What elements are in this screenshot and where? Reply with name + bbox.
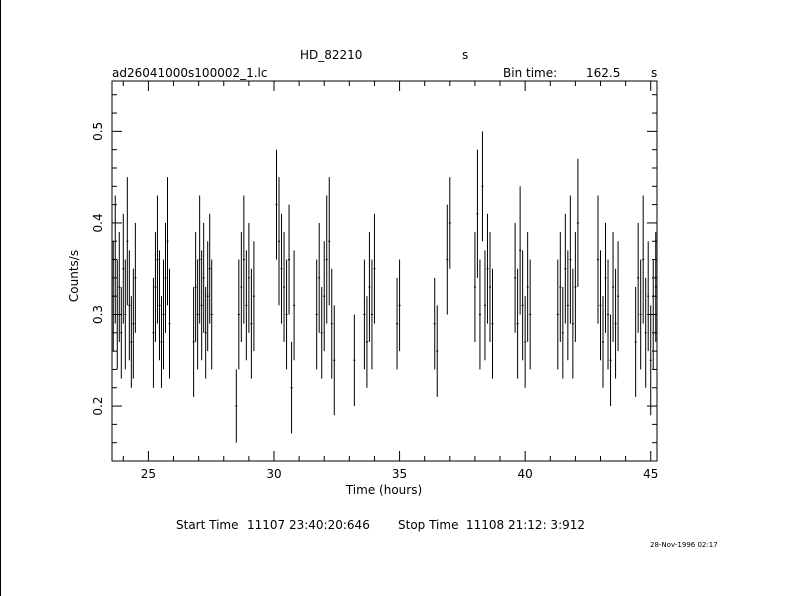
- x-tick-label: 45: [643, 467, 658, 481]
- x-tick-label: 35: [392, 467, 407, 481]
- x-tick-label: 30: [266, 467, 281, 481]
- start-time-value: 11107 23:40:20:646: [247, 518, 370, 532]
- axis-ticks: [112, 81, 657, 462]
- object-name: HD_82210: [300, 48, 362, 62]
- y-tick-label: 0.4: [91, 213, 105, 232]
- bin-time-value: 162.5: [586, 66, 620, 80]
- filename-label: ad26041000s100002_1.lc: [112, 66, 268, 80]
- x-tick-label: 40: [518, 467, 533, 481]
- plot-timestamp: 28-Nov-1996 02:17: [650, 541, 718, 549]
- y-axis-label: Counts/s: [67, 250, 81, 302]
- data-points: [112, 131, 657, 443]
- y-tick-label: 0.3: [91, 305, 105, 324]
- axis-tick-labels: 25 30 35 40 45 0.2 0.3 0.4 0.5: [91, 122, 658, 481]
- x-axis-label: Time (hours): [345, 483, 422, 497]
- start-time-label: Start Time: [176, 518, 239, 532]
- bin-time-label: Bin time:: [503, 66, 557, 80]
- y-tick-label: 0.5: [91, 122, 105, 141]
- bin-time-unit: s: [651, 66, 657, 80]
- plot-frame: [111, 80, 658, 462]
- stop-time-value: 11108 21:12: 3:912: [466, 518, 585, 532]
- stop-time-label: Stop Time: [398, 518, 458, 532]
- left-border: [0, 0, 1, 596]
- object-suffix: s: [462, 48, 468, 62]
- y-tick-label: 0.2: [91, 397, 105, 416]
- x-tick-label: 25: [141, 467, 156, 481]
